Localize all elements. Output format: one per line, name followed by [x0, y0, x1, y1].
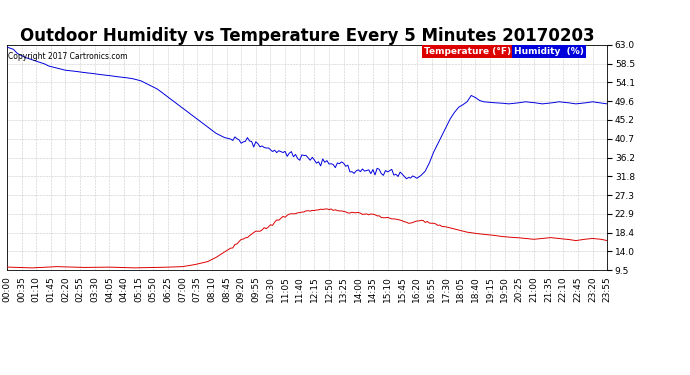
Title: Outdoor Humidity vs Temperature Every 5 Minutes 20170203: Outdoor Humidity vs Temperature Every 5 … [20, 27, 594, 45]
Text: Copyright 2017 Cartronics.com: Copyright 2017 Cartronics.com [8, 52, 128, 61]
Text: Temperature (°F): Temperature (°F) [424, 47, 511, 56]
Text: Humidity  (%): Humidity (%) [514, 47, 584, 56]
